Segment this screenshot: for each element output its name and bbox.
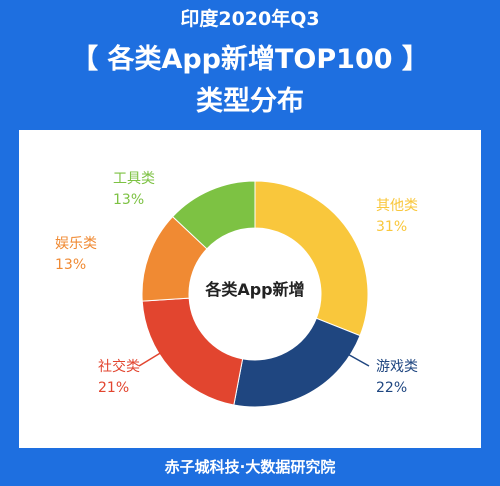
slice-label-2: 社交类 [98,358,140,375]
header: 印度2020年Q3 【 各类App新增TOP100 】 类型分布 [0,0,500,128]
slice-value-0: 31% [376,219,407,235]
slice-1 [233,317,361,408]
slice-label-1: 游戏类 [376,359,418,375]
labels-group: 其他类 31% 游戏类 22% 社交类 21% 娱乐类 13% 工具类 13% [55,171,418,396]
leader-lines-group [138,351,370,367]
slice-label-4: 工具类 [113,171,155,187]
slice-2 [141,297,244,406]
title-line-1: 印度2020年Q3 [180,8,320,30]
slice-value-3: 13% [55,257,86,273]
leader-line-2 [138,351,163,367]
slice-value-1: 22% [376,380,407,396]
chart-card: 其他类 31% 游戏类 22% 社交类 21% 娱乐类 13% 工具类 13% 各类App新增 [19,130,481,448]
slice-0 [254,180,369,337]
slice-4 [171,180,256,250]
slice-label-0: 其他类 [376,198,418,214]
slice-label-3: 娱乐类 [55,236,97,252]
leader-line-1 [343,351,370,367]
donut-chart: 其他类 31% 游戏类 22% 社交类 21% 娱乐类 13% 工具类 13% 各类App新增 [55,171,418,408]
title-line-2: 【 各类App新增TOP100 】 [71,44,429,75]
footer-credit: 赤子城科技·大数据研究院 [164,458,336,476]
center-label: 各类App新增 [204,280,304,299]
slice-value-2: 21% [98,380,129,396]
slices-group [141,180,369,408]
slice-value-4: 13% [113,192,144,208]
title-line-3: 类型分布 [196,86,304,117]
